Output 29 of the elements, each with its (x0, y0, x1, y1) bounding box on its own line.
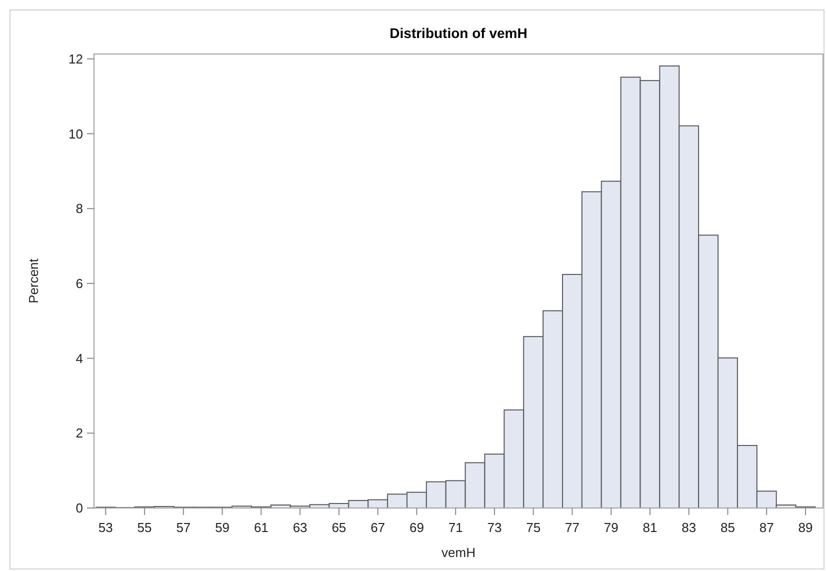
x-tick-label: 83 (682, 520, 696, 535)
x-tick-label: 89 (798, 520, 813, 535)
x-tick-label: 63 (292, 520, 308, 535)
y-tick-label: 0 (76, 500, 83, 516)
x-tick-label: 77 (564, 520, 580, 535)
x-tick-label: 61 (254, 520, 268, 535)
x-tick-label: 85 (720, 520, 735, 535)
y-tick-label: 4 (76, 350, 83, 366)
y-tick-label: 8 (76, 201, 83, 216)
y-tick-label: 6 (76, 276, 83, 291)
y-tick-label: 2 (76, 426, 83, 441)
y-tick-label: 12 (68, 51, 83, 66)
x-tick-label: 67 (370, 520, 386, 535)
x-axis-title: vemH (442, 545, 476, 560)
x-tick-label: 59 (215, 520, 230, 535)
x-tick-label: 53 (98, 520, 113, 535)
x-tick-label: 79 (604, 520, 618, 535)
x-tick-label: 81 (642, 520, 658, 535)
x-tick-label: 75 (526, 520, 541, 535)
x-tick-label: 87 (759, 520, 774, 535)
x-tick-label: 71 (448, 520, 463, 535)
x-tick-label: 73 (487, 520, 502, 535)
x-tick-label: 65 (332, 520, 346, 535)
y-axis-title: Percent (26, 258, 41, 304)
x-tick-label: 69 (409, 520, 424, 535)
y-tick-label: 10 (68, 126, 83, 142)
x-tick-label: 55 (137, 520, 152, 535)
x-tick-label: 57 (176, 520, 191, 535)
chart-title: Distribution of vemH (390, 25, 528, 41)
